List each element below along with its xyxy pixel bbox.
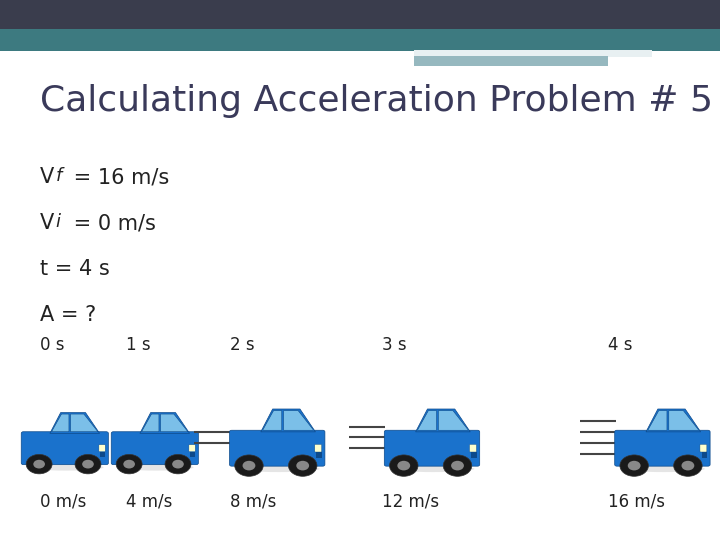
Polygon shape	[669, 410, 699, 430]
Text: 1 s: 1 s	[126, 336, 150, 354]
FancyBboxPatch shape	[111, 432, 199, 464]
Polygon shape	[71, 414, 98, 432]
Polygon shape	[648, 410, 667, 430]
Ellipse shape	[623, 465, 705, 472]
Text: 4 m/s: 4 m/s	[126, 492, 172, 510]
FancyBboxPatch shape	[21, 432, 108, 464]
Circle shape	[165, 455, 191, 474]
Ellipse shape	[238, 465, 320, 472]
Ellipse shape	[29, 464, 104, 470]
Circle shape	[75, 455, 101, 474]
FancyBboxPatch shape	[189, 444, 195, 451]
Bar	[471, 452, 477, 458]
Text: Calculating Acceleration Problem # 5: Calculating Acceleration Problem # 5	[40, 84, 713, 118]
Polygon shape	[646, 409, 701, 432]
Text: t = 4 s: t = 4 s	[40, 259, 109, 279]
Circle shape	[297, 461, 309, 470]
FancyBboxPatch shape	[315, 444, 322, 452]
Polygon shape	[284, 410, 314, 430]
Circle shape	[26, 455, 52, 474]
Text: V: V	[40, 213, 54, 233]
Polygon shape	[415, 409, 470, 432]
Circle shape	[682, 461, 694, 470]
FancyBboxPatch shape	[99, 444, 105, 451]
Circle shape	[674, 455, 702, 476]
Polygon shape	[261, 409, 315, 432]
Text: = 16 m/s: = 16 m/s	[67, 167, 169, 187]
Circle shape	[451, 461, 464, 470]
Bar	[100, 452, 105, 457]
Polygon shape	[50, 413, 99, 433]
Circle shape	[397, 461, 410, 470]
FancyBboxPatch shape	[230, 430, 325, 466]
Text: 3 s: 3 s	[382, 336, 406, 354]
Polygon shape	[438, 410, 469, 430]
Circle shape	[620, 455, 649, 476]
Ellipse shape	[392, 465, 474, 472]
Polygon shape	[52, 414, 69, 432]
Circle shape	[243, 461, 256, 470]
Text: 16 m/s: 16 m/s	[608, 492, 665, 510]
Text: = 0 m/s: = 0 m/s	[67, 213, 156, 233]
Polygon shape	[263, 410, 282, 430]
FancyBboxPatch shape	[615, 430, 710, 466]
Text: 4 s: 4 s	[608, 336, 633, 354]
Bar	[701, 452, 707, 458]
Circle shape	[390, 455, 418, 476]
Text: V: V	[40, 167, 54, 187]
Circle shape	[116, 455, 142, 474]
Text: i: i	[55, 213, 60, 231]
Polygon shape	[142, 414, 159, 432]
FancyBboxPatch shape	[384, 430, 480, 466]
Ellipse shape	[119, 464, 194, 470]
Text: 8 m/s: 8 m/s	[230, 492, 276, 510]
Circle shape	[444, 455, 472, 476]
Polygon shape	[418, 410, 436, 430]
Polygon shape	[161, 414, 188, 432]
Circle shape	[82, 460, 94, 469]
Circle shape	[172, 460, 184, 469]
Circle shape	[235, 455, 264, 476]
Text: 12 m/s: 12 m/s	[382, 492, 438, 510]
Circle shape	[33, 460, 45, 469]
Bar	[316, 452, 322, 458]
Circle shape	[289, 455, 317, 476]
Text: 0 m/s: 0 m/s	[40, 492, 86, 510]
Bar	[190, 452, 195, 457]
Text: f: f	[55, 167, 62, 185]
Text: A = ?: A = ?	[40, 305, 96, 325]
Circle shape	[628, 461, 641, 470]
Text: 2 s: 2 s	[230, 336, 255, 354]
Text: 0 s: 0 s	[40, 336, 64, 354]
Polygon shape	[140, 413, 189, 433]
FancyBboxPatch shape	[469, 444, 477, 452]
FancyBboxPatch shape	[700, 444, 707, 452]
Circle shape	[123, 460, 135, 469]
